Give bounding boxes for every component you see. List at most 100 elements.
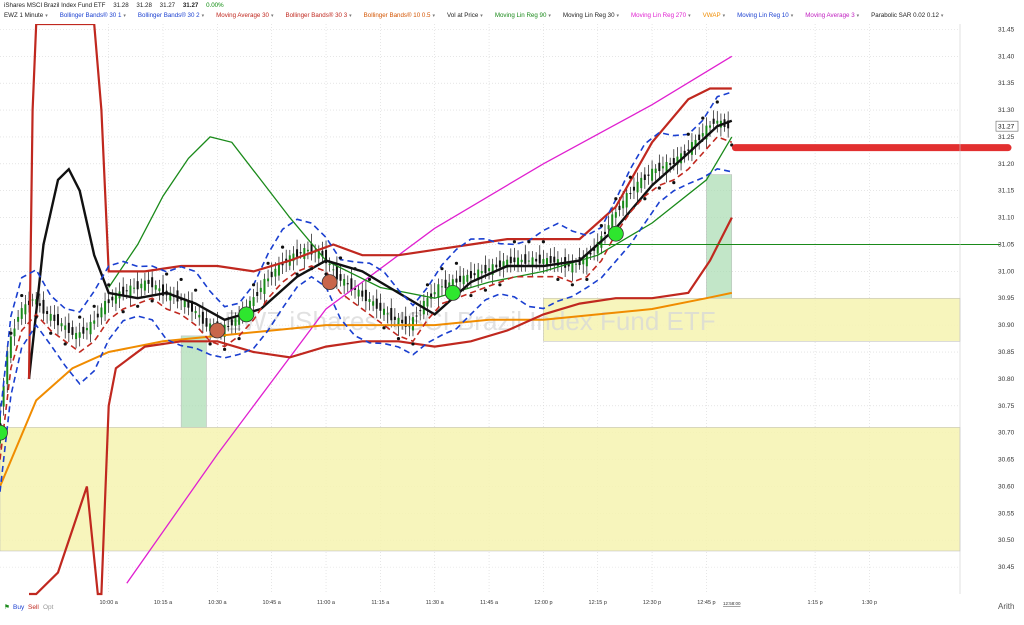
dropdown-triangle-icon[interactable]: ▾ [722,13,726,19]
candle-body [317,250,320,259]
candle-body [335,265,338,280]
dropdown-triangle-icon[interactable]: ▾ [201,13,205,19]
candle-body [46,311,49,315]
candle-body [122,286,125,295]
sar-dot [396,336,401,341]
sar-dot [107,283,111,287]
flag-icon[interactable]: ⚑ [4,604,10,611]
sar-dot [570,283,574,287]
y-tick-label: 31.30 [998,107,1015,114]
candle-body [75,332,78,340]
indicator-legend-item[interactable]: VWAP ▾ [702,12,726,19]
indicator-legend-item[interactable]: Moving Lin Reg 30 ▾ [562,12,620,19]
candle-body [513,257,516,263]
sar-dot [179,277,183,282]
dropdown-triangle-icon[interactable]: ▾ [688,13,691,19]
sar-dot [194,288,198,292]
candle-body [187,300,190,308]
candle-body [100,307,103,318]
sar-dot [237,336,241,341]
dropdown-triangle-icon[interactable]: ▾ [856,13,860,19]
indicator-legend-item[interactable]: Moving Average 3 ▾ [805,12,860,19]
indicator-legend: EWZ 1 Minute ▾ Bollinger Bands® 30 1 ▾ Bolli… [4,12,955,19]
y-tick-label: 30.85 [998,349,1015,356]
options-button[interactable]: Opt [43,604,54,611]
candle-body [701,133,704,137]
dropdown-triangle-icon[interactable]: ▾ [45,13,48,19]
candle-body [553,256,556,263]
dropdown-triangle-icon[interactable]: ▾ [270,13,274,19]
sar-dot [425,283,430,287]
candle-body [390,308,393,321]
dropdown-triangle-icon[interactable]: ▾ [940,13,944,19]
candle-body [13,328,16,337]
sar-dot [382,326,386,330]
x-tick-label: 10:30 a [208,600,227,606]
indicator-legend-item[interactable]: Bollinger Bands® 30 1 ▾ [59,12,126,19]
candle-body [401,319,404,324]
indicator-legend-item[interactable]: Moving Lin Reg 270 ▾ [631,12,691,19]
sar-dot [63,342,67,346]
dropdown-triangle-icon[interactable]: ▾ [548,13,551,19]
candle-body [593,247,596,251]
candle-body [198,314,201,318]
sar-dot [440,267,444,271]
y-tick-label: 31.35 [998,80,1015,87]
indicator-legend-item[interactable]: Bollinger Bands® 10 0.5 ▾ [363,12,435,19]
candle-body [614,212,617,218]
candle-body [582,259,585,265]
indicator-legend-item[interactable]: Vol at Price ▾ [447,12,483,19]
dropdown-triangle-icon[interactable]: ▾ [790,13,794,19]
candle-body [520,259,523,263]
candle-body [524,254,527,264]
indicator-legend-item[interactable]: Bollinger Bands® 30 2 ▾ [137,12,205,19]
sell-button[interactable]: Sell [28,604,39,611]
candle-body [2,385,5,407]
sar-dot [223,347,227,351]
candle-body [354,288,357,290]
candle-body [495,264,498,268]
candle-body [263,278,266,294]
y-tick-label: 31.20 [998,161,1015,168]
scale-mode-label[interactable]: Arith [998,602,1015,611]
candle-body [383,308,385,315]
indicator-legend-item[interactable]: Bollinger Bands® 30 3 ▾ [285,12,352,19]
candle-body [509,256,512,264]
indicator-legend-item[interactable]: Moving Lin Reg 10 ▾ [737,12,794,19]
candle-body [306,249,309,252]
candle-body [158,288,161,292]
sar-dot [251,283,256,287]
dropdown-triangle-icon[interactable]: ▾ [349,13,352,19]
candle-body [133,287,136,289]
candle-body [709,125,712,128]
candle-body [96,313,99,318]
candle-body [527,260,530,262]
sar-dot [411,342,415,346]
dropdown-triangle-icon[interactable]: ▾ [123,13,126,19]
indicator-legend-item[interactable]: Moving Lin Reg 90 ▾ [494,12,551,19]
dropdown-triangle-icon[interactable]: ▾ [616,13,620,19]
candle-body [687,149,690,151]
indicator-legend-item[interactable]: EWZ 1 Minute ▾ [4,12,48,19]
buy-button[interactable]: Buy [13,604,25,611]
dropdown-triangle-icon[interactable]: ▾ [480,13,483,19]
sar-dot [541,240,545,244]
candle-body [603,231,606,234]
indicator-legend-item[interactable]: Moving Average 30 ▾ [216,12,274,19]
candle-body [42,299,45,314]
candle-body [473,273,476,276]
indicator-legend-item[interactable]: Parabolic SAR 0.02 0.12 ▾ [871,12,944,19]
dropdown-triangle-icon[interactable]: ▾ [432,13,435,19]
candle-body [415,315,418,317]
sar-dot [614,197,618,201]
candle-body [607,225,610,230]
y-tick-label: 30.65 [998,457,1015,464]
candle-body [143,280,146,291]
candle-body [310,243,313,255]
y-tick-label: 31.05 [998,241,1015,248]
candle-body [676,156,679,165]
sar-dot [150,299,154,303]
candle-body [361,290,364,297]
